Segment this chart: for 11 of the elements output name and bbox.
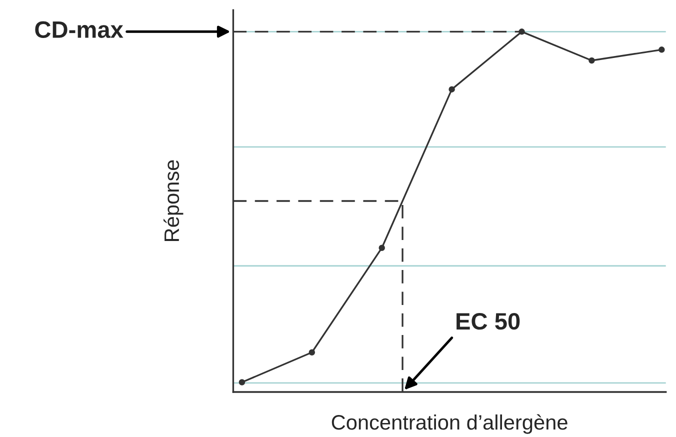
- point: [448, 86, 455, 92]
- point: [238, 379, 246, 386]
- x-axis-title: Concentration d’allergène: [332, 414, 568, 434]
- point: [378, 244, 385, 251]
- point: [658, 46, 665, 53]
- text: CD-max: [35, 21, 124, 38]
- point: [518, 28, 525, 35]
- point: [588, 57, 595, 64]
- point: [308, 349, 316, 356]
- annotation: EC 50: [456, 312, 520, 330]
- y-axis-title: Réponse: [164, 160, 184, 242]
